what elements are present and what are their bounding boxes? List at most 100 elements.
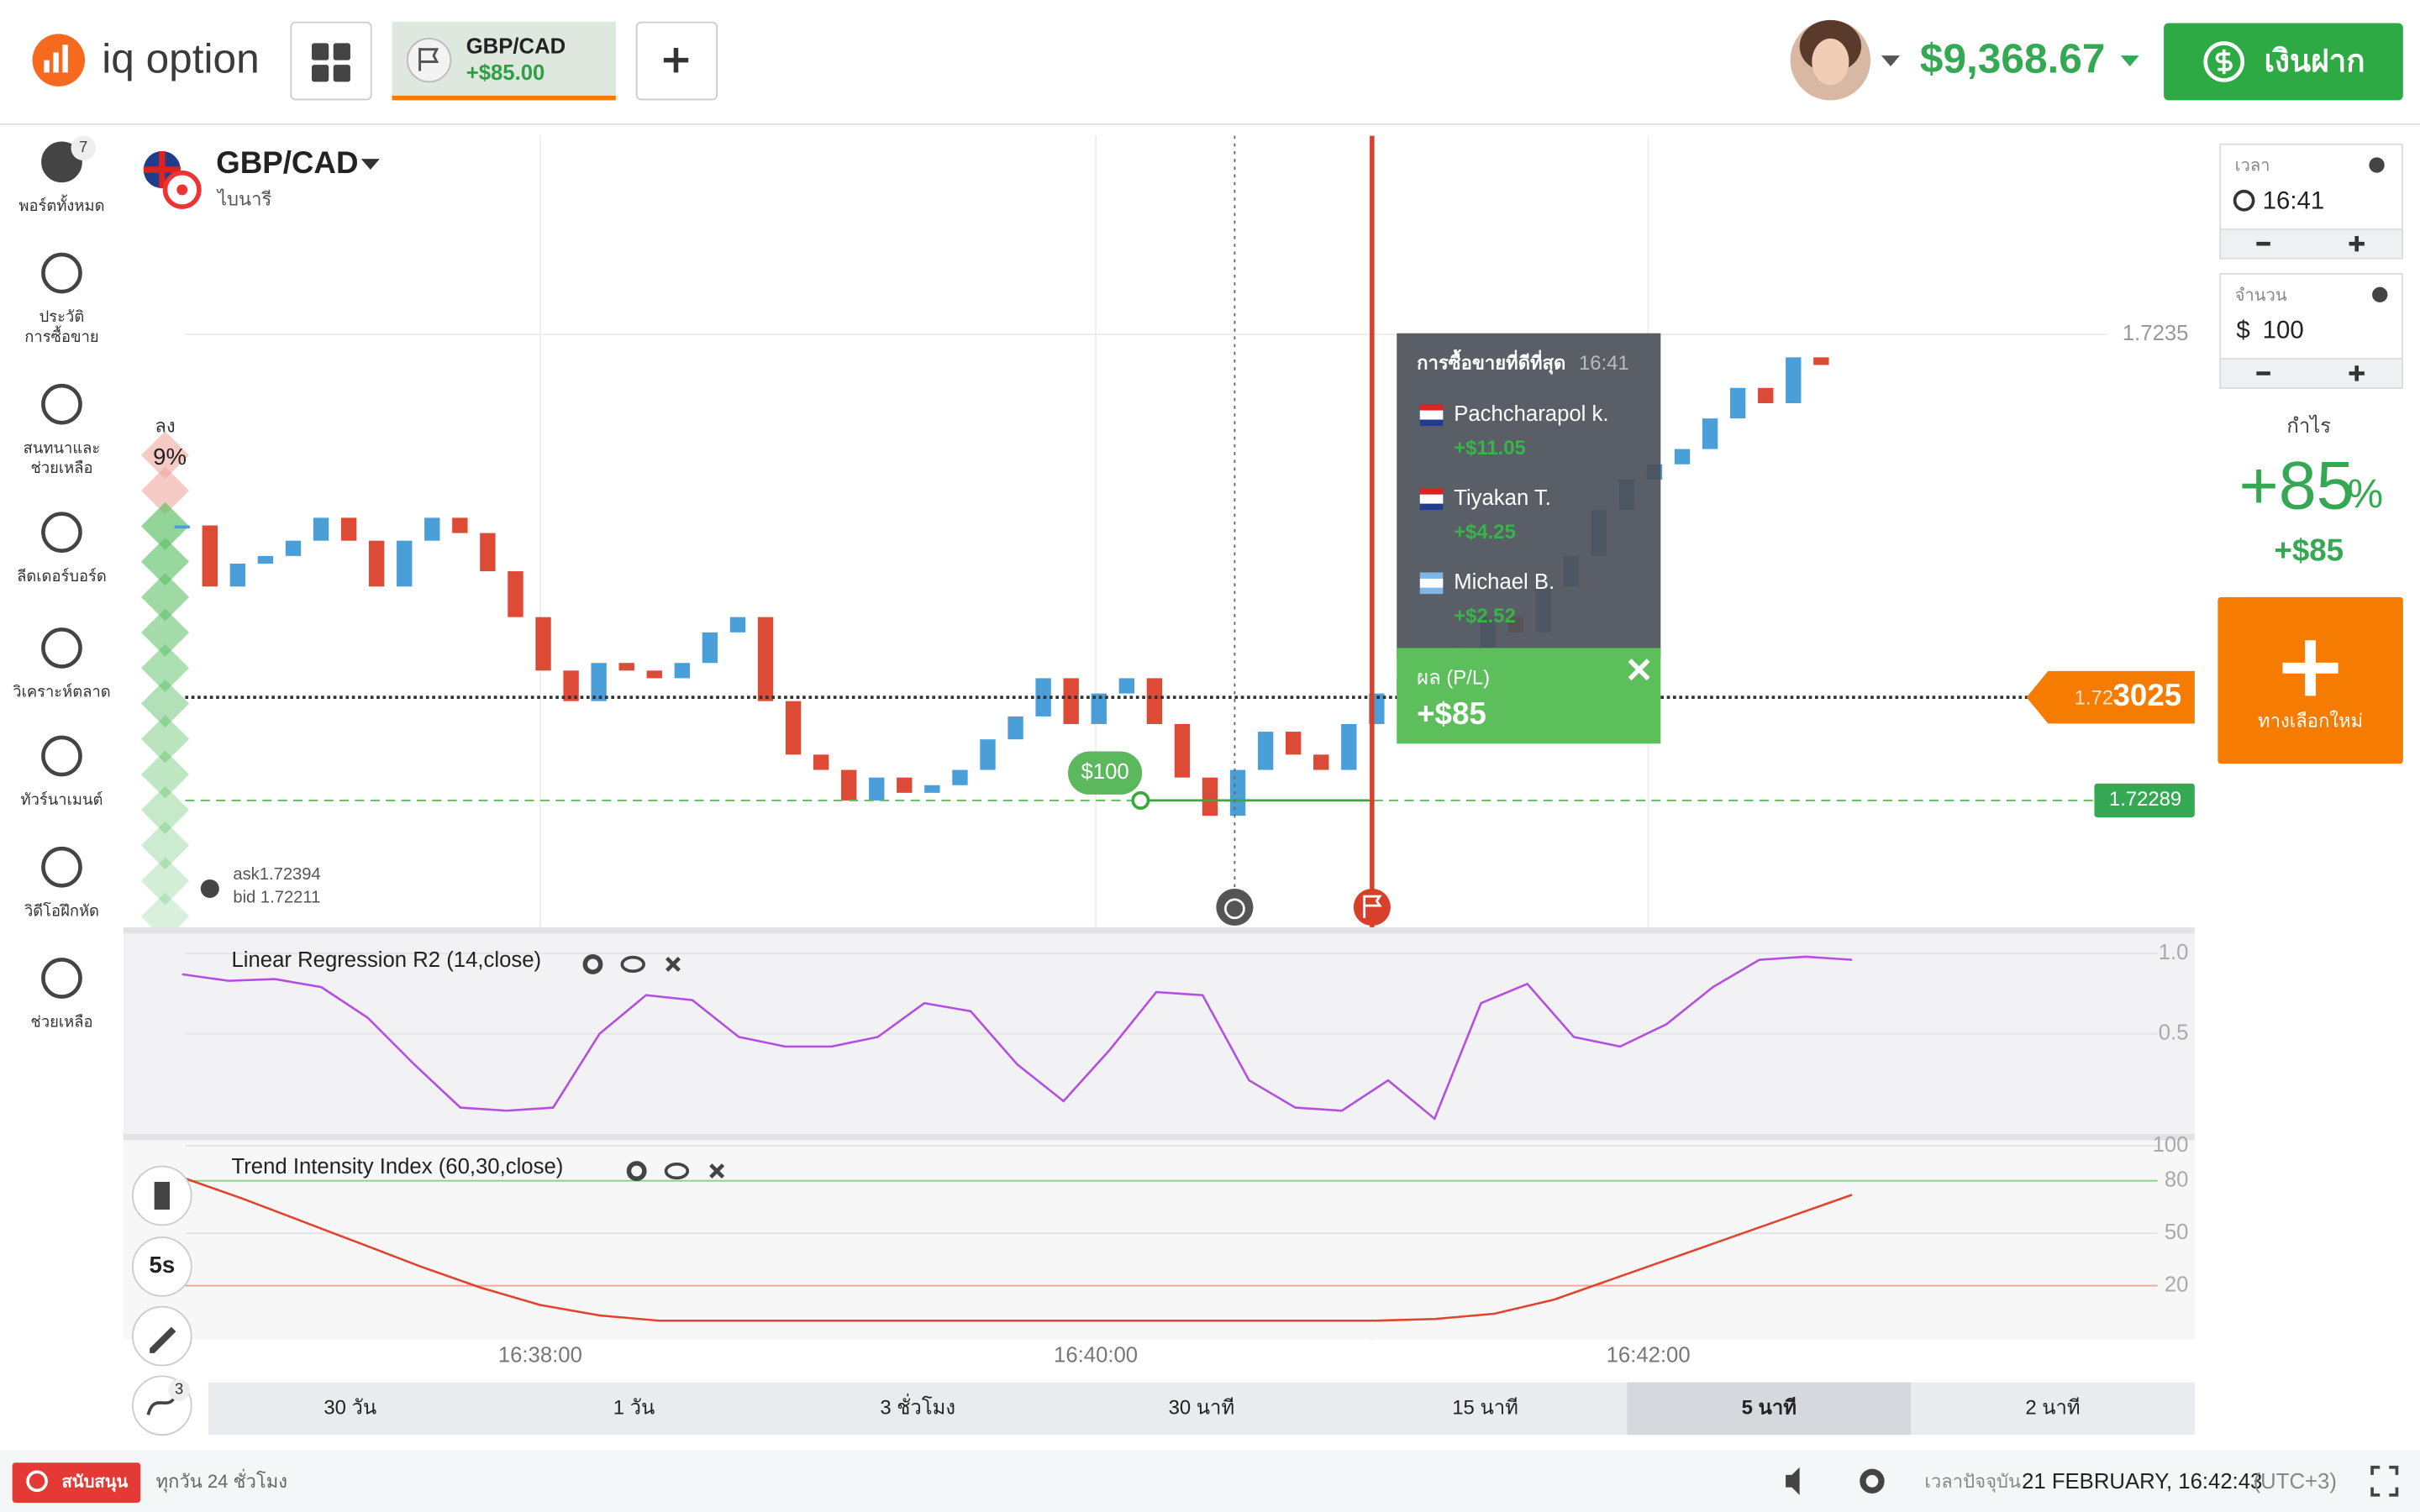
indicator-title: Trend Intensity Index (60,30,close) bbox=[232, 1155, 564, 1179]
timeframe-label: 3 ชั่วโมง bbox=[880, 1393, 955, 1419]
timeframe-selected bbox=[1627, 1382, 1912, 1436]
sidebar-icon[interactable] bbox=[41, 958, 82, 999]
investment-point bbox=[1131, 790, 1150, 810]
sidebar-icon[interactable] bbox=[41, 383, 82, 425]
amount-plus[interactable] bbox=[2349, 365, 2365, 381]
support-button[interactable] bbox=[12, 1462, 141, 1503]
indicator-remove[interactable] bbox=[666, 956, 681, 972]
sidebar-label: ช่วยเหลือ bbox=[30, 459, 92, 476]
asset-tab-underline bbox=[392, 95, 616, 101]
grid-icon bbox=[312, 65, 329, 82]
support-label: สนับสนุน bbox=[61, 1473, 128, 1492]
indicator-tick-label: 1.0 bbox=[2159, 941, 2189, 964]
candle bbox=[924, 785, 940, 793]
profit-amount: +$85 bbox=[2274, 533, 2344, 567]
timeframe-label: 1 วัน bbox=[613, 1396, 655, 1419]
new-option-plus bbox=[2282, 640, 2338, 696]
sentiment-down-label: ลง bbox=[155, 416, 175, 437]
ask-price: ask1.72394 bbox=[233, 865, 320, 884]
grid-button[interactable] bbox=[290, 21, 372, 101]
fullscreen-icon[interactable] bbox=[2370, 1465, 2399, 1497]
finish-flag bbox=[1363, 895, 1382, 918]
candle bbox=[1257, 732, 1274, 770]
sidebar-label: ทัวร์นาเมนต์ bbox=[20, 790, 103, 808]
deposit-icon bbox=[2203, 41, 2245, 82]
sentiment-diamond bbox=[140, 750, 190, 799]
candle bbox=[757, 617, 774, 701]
bid-price: bid 1.72211 bbox=[233, 888, 320, 906]
timeframe-label: 15 นาที bbox=[1452, 1396, 1518, 1419]
timeframe-label: 30 วัน bbox=[324, 1396, 376, 1419]
candle bbox=[674, 663, 691, 679]
time-value: 16:41 bbox=[2263, 186, 2325, 214]
logo-bar bbox=[62, 45, 68, 73]
candle bbox=[1702, 418, 1718, 449]
grid-icon bbox=[333, 65, 350, 82]
candle bbox=[980, 739, 996, 770]
deposit-icon-sign bbox=[2215, 49, 2233, 75]
sidebar-icon[interactable] bbox=[41, 141, 82, 183]
indicator-settings[interactable] bbox=[582, 954, 603, 974]
candle bbox=[1091, 693, 1107, 724]
timezone: (UTC+3) bbox=[2254, 1470, 2337, 1494]
trader-name: Pachcharapol k. bbox=[1454, 402, 1608, 426]
asset-tab-profit: +$85.00 bbox=[466, 61, 545, 85]
sidebar-icon[interactable] bbox=[41, 252, 82, 294]
flag-ca-leaf bbox=[176, 184, 188, 196]
flag-gb-cross bbox=[143, 151, 181, 189]
best-trades-time: 16:41 bbox=[1579, 352, 1629, 375]
time-label: เวลา bbox=[2235, 157, 2270, 176]
tool-button[interactable] bbox=[132, 1236, 192, 1297]
settings-icon[interactable] bbox=[1860, 1468, 1885, 1494]
profit-percent-sign: % bbox=[2348, 472, 2383, 517]
indicator-settings[interactable] bbox=[626, 1161, 647, 1182]
candle bbox=[480, 533, 496, 572]
logo-bar bbox=[44, 60, 50, 73]
pnl-close[interactable] bbox=[1628, 659, 1650, 681]
time-plus[interactable] bbox=[2349, 236, 2365, 252]
strike-label: 1.72289 bbox=[2109, 788, 2181, 811]
timeframe-label: 5 นาที bbox=[1742, 1396, 1797, 1419]
trader-flag bbox=[1419, 404, 1444, 411]
indicator-remove[interactable] bbox=[709, 1163, 725, 1179]
candle bbox=[952, 769, 968, 785]
strike-label-bg bbox=[2094, 783, 2195, 818]
pnl-panel bbox=[1397, 648, 1661, 744]
asset-tab-name: GBP/CAD bbox=[466, 35, 566, 59]
grid-icon bbox=[333, 43, 350, 60]
candle bbox=[424, 517, 440, 541]
asset-caret[interactable] bbox=[360, 159, 380, 171]
sentiment-diamond bbox=[140, 679, 190, 728]
sentiment-diamond bbox=[140, 715, 190, 764]
asset-type: ไบนารี bbox=[216, 189, 271, 210]
sidebar-icon[interactable] bbox=[41, 846, 82, 888]
sentiment-down: 9% bbox=[153, 444, 187, 470]
sentiment-diamond bbox=[140, 573, 190, 622]
trader-flag bbox=[1419, 494, 1444, 504]
candle bbox=[1118, 678, 1134, 694]
sidebar-icon[interactable] bbox=[41, 735, 82, 777]
candle bbox=[1729, 387, 1746, 419]
indicator-visibility[interactable] bbox=[664, 1162, 690, 1180]
candle bbox=[535, 617, 551, 671]
balance-caret bbox=[2120, 55, 2139, 66]
amount-label: จำนวน bbox=[2235, 286, 2287, 305]
price-tick-label: 1.7235 bbox=[2123, 322, 2189, 345]
candle bbox=[563, 670, 579, 701]
indicator-tick-label: 0.5 bbox=[2159, 1021, 2189, 1044]
sidebar-icon[interactable] bbox=[41, 512, 82, 554]
timer-icon bbox=[1216, 888, 1254, 927]
trader-profit: +$11.05 bbox=[1454, 437, 1526, 459]
candle bbox=[897, 777, 913, 793]
help-icon bbox=[200, 879, 219, 898]
profit-label: กำไร bbox=[2286, 414, 2331, 438]
sidebar-icon[interactable] bbox=[41, 627, 82, 669]
trader-flag bbox=[1419, 488, 1444, 495]
sound-icon[interactable] bbox=[1786, 1467, 1800, 1495]
current-price-prefix: 1.72 bbox=[2075, 686, 2113, 709]
indicator-visibility[interactable] bbox=[620, 955, 645, 974]
sentiment-diamond bbox=[140, 501, 190, 550]
candle bbox=[1674, 449, 1691, 465]
time-tick-label: 16:40:00 bbox=[1054, 1343, 1138, 1367]
